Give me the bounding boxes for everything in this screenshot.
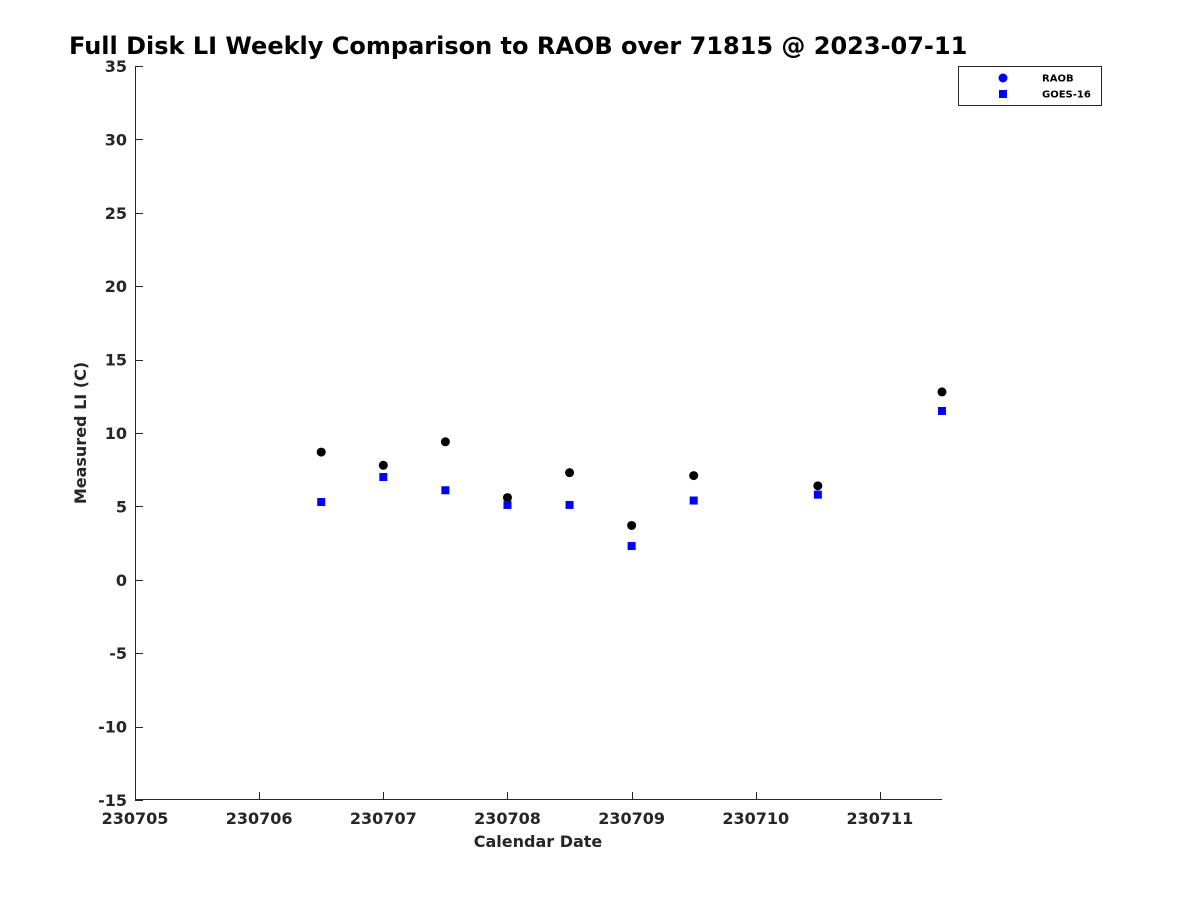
point-raob	[813, 481, 823, 491]
point-raob	[689, 471, 699, 481]
y-tick-label: 5	[116, 497, 127, 516]
legend: RAOB GOES-16	[958, 66, 1102, 106]
data-points	[316, 387, 947, 551]
point-goes16	[813, 490, 822, 499]
legend-marker-goes16	[999, 90, 1007, 98]
x-tick-label: 230706	[226, 809, 293, 828]
x-tick-label: 230711	[847, 809, 914, 828]
point-raob	[502, 493, 512, 503]
y-tick-label: 10	[105, 424, 127, 443]
point-raob	[440, 437, 450, 447]
y-ticks: 35 30 25 20 15 10 5 0 -5 -10 -15	[98, 57, 143, 810]
x-axis-label: Calendar Date	[474, 832, 603, 851]
point-goes16	[317, 497, 326, 506]
x-tick-label: 230707	[350, 809, 417, 828]
y-tick-label: -10	[98, 718, 127, 737]
y-tick-label: 15	[105, 351, 127, 370]
y-tick-label: 30	[105, 130, 127, 149]
point-goes16	[503, 500, 512, 509]
point-goes16	[565, 500, 574, 509]
y-axis-label: Measured LI (C)	[71, 362, 90, 504]
legend-box	[958, 66, 1102, 106]
point-goes16	[379, 473, 388, 482]
y-tick-label: 25	[105, 204, 127, 223]
point-goes16	[689, 496, 698, 505]
point-raob	[627, 520, 637, 530]
x-ticks: 230705 230706 230707 230708 230709 230710 2307…	[102, 792, 914, 828]
chart-title: Full Disk LI Weekly Comparison to RAOB o…	[69, 32, 967, 60]
point-raob	[565, 468, 575, 478]
y-tick-label: 35	[105, 57, 127, 76]
point-goes16	[627, 542, 636, 551]
axes	[135, 66, 942, 800]
y-tick-label: 20	[105, 277, 127, 296]
x-tick-label: 230708	[474, 809, 541, 828]
point-goes16	[938, 406, 946, 415]
point-raob	[316, 447, 326, 457]
point-raob	[378, 460, 388, 470]
point-goes16	[441, 486, 450, 495]
legend-label-raob: RAOB	[1042, 74, 1074, 85]
legend-marker-raob	[998, 73, 1008, 83]
legend-label-goes16: GOES-16	[1042, 90, 1091, 101]
x-tick-label: 230705	[102, 809, 169, 828]
point-raob	[937, 387, 947, 397]
y-tick-label: -15	[98, 791, 127, 810]
x-tick-label: 230710	[722, 809, 789, 828]
y-tick-label: 0	[116, 571, 127, 590]
x-tick-label: 230709	[598, 809, 665, 828]
y-tick-label: -5	[109, 644, 127, 663]
